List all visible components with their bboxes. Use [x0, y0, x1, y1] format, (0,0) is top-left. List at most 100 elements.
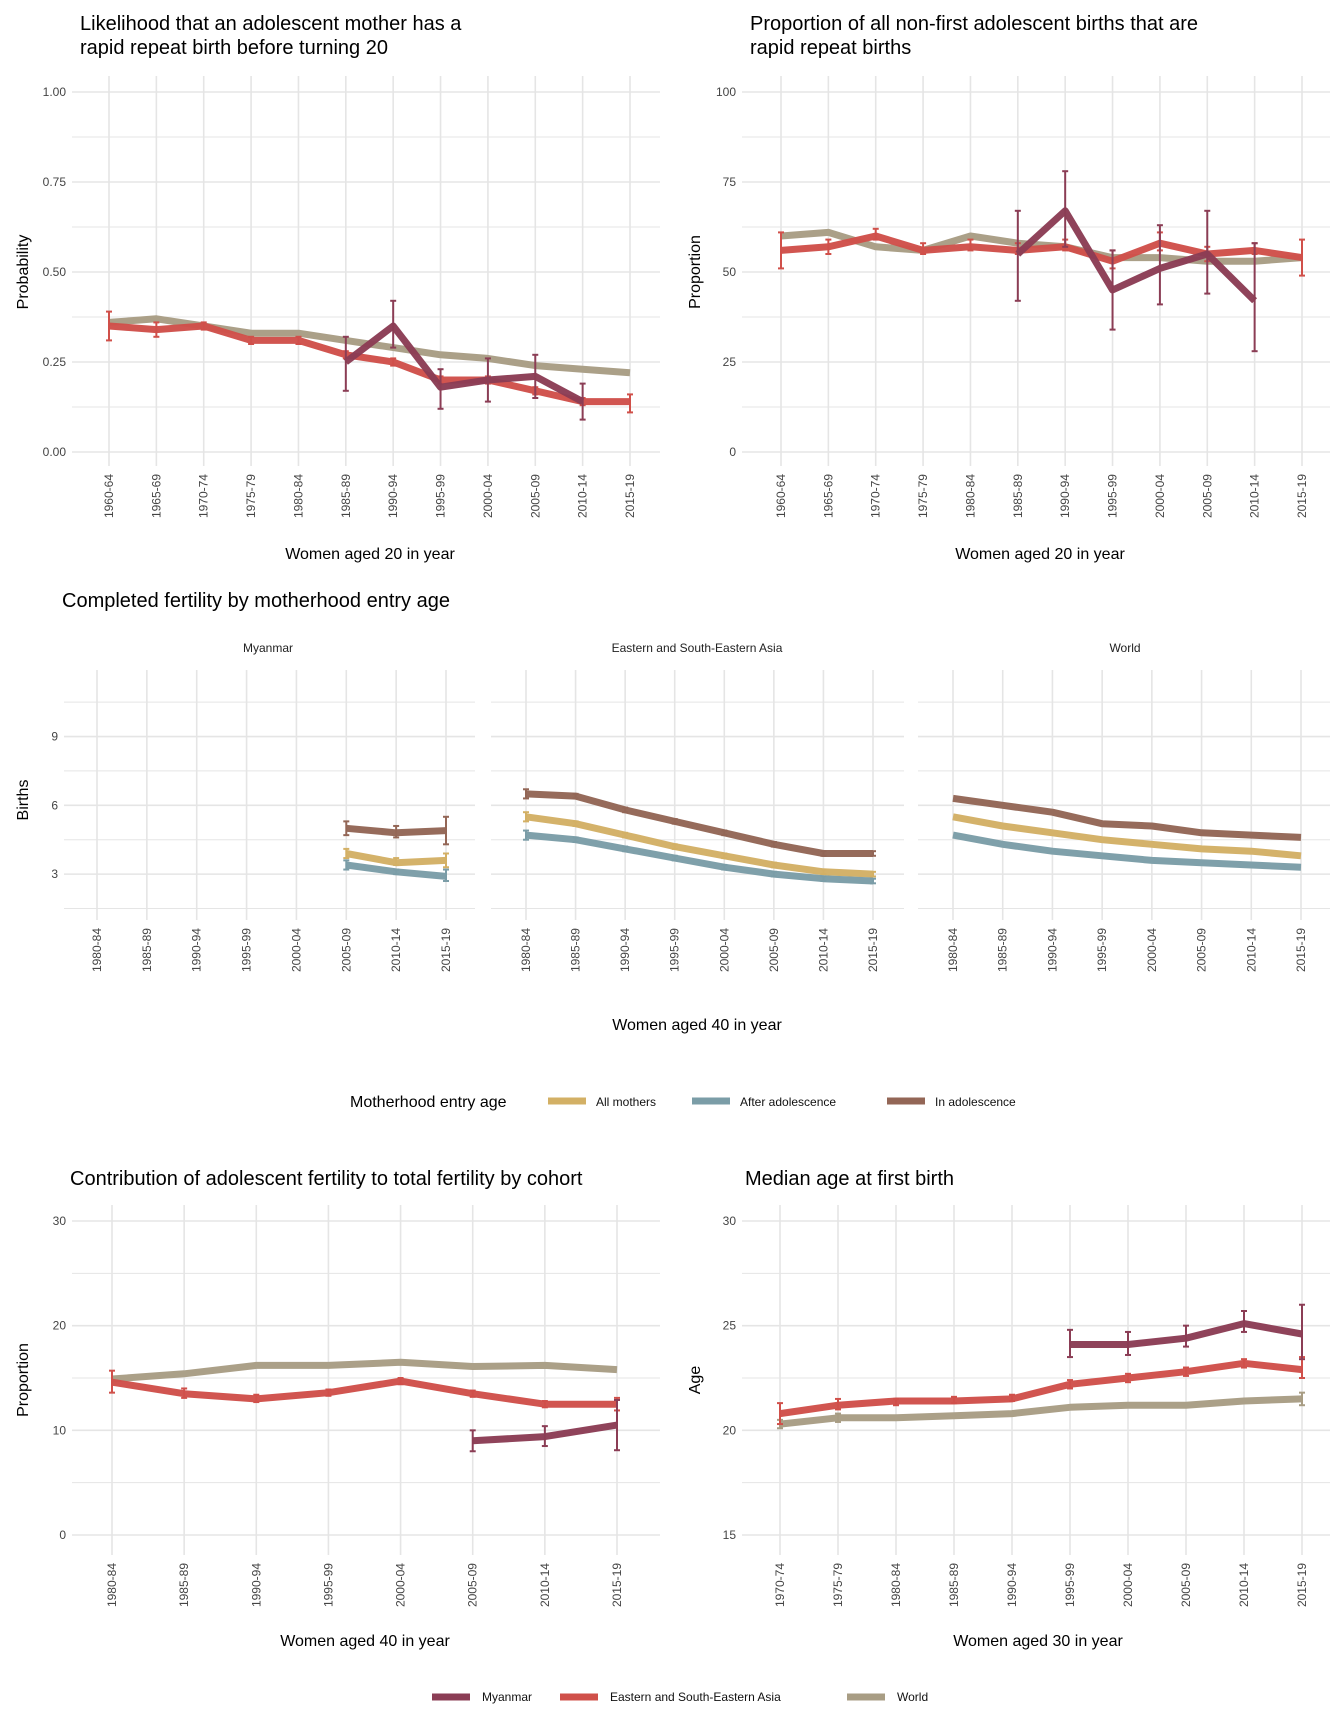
x-tick-label: 1985-89	[947, 1563, 961, 1607]
x-tick-label: 1980-84	[889, 1563, 903, 1607]
series-after_adolescence	[952, 831, 1302, 871]
facet-2: 1980-84 1985-89 1990-94 1995-99 2000-04 2005-…	[918, 670, 1330, 972]
x-tick-label: 1985-89	[569, 928, 583, 972]
x-tick-label: 2010-14	[816, 928, 830, 972]
x-tick-label: 2005-09	[1179, 1563, 1193, 1607]
y-axis-title: Proportion	[687, 235, 704, 309]
x-tick-label: 2005-09	[1200, 474, 1214, 518]
legend-label: Myanmar	[482, 1690, 532, 1704]
x-tick-label: 1965-69	[149, 474, 163, 518]
x-tick-label: 2015-19	[1295, 474, 1309, 518]
x-tick-label: 1990-94	[190, 928, 204, 972]
panel-median-age-first-birth: 15 20 25 30 1970-74 1975-79 1980-84 1985-89 1990…	[723, 1205, 1330, 1607]
x-tick-label: 1990-94	[618, 928, 632, 972]
series-line-in_adolescence	[525, 790, 873, 857]
legend-label: In adolescence	[935, 1095, 1016, 1109]
series-in_adolescence	[523, 788, 876, 857]
series-myanmar	[1014, 170, 1258, 353]
legend-label: All mothers	[596, 1095, 656, 1109]
x-tick-label: 1990-94	[386, 474, 400, 518]
x-tick-label: 2010-14	[1244, 928, 1258, 972]
series-line-region	[111, 1377, 617, 1408]
y-tick-label: 30	[53, 1214, 67, 1228]
series-in_adolescence	[952, 794, 1302, 841]
series-all_mothers	[952, 813, 1302, 860]
series-line-myanmar	[1015, 207, 1258, 304]
x-tick-label: 1975-79	[831, 1563, 845, 1607]
x-tick-label: 1970-74	[869, 474, 883, 518]
series-myanmar	[1067, 1303, 1305, 1361]
x-tick-label: 2010-14	[538, 1563, 552, 1607]
legend-motherhood-entry-age: Motherhood entry age All mothers After ado…	[350, 1094, 1016, 1111]
series-line-world	[111, 1358, 618, 1383]
x-tick-label: 1995-99	[1063, 1563, 1077, 1607]
x-tick-label: 1995-99	[1106, 474, 1120, 518]
series-line-in_adolescence	[952, 794, 1302, 841]
series-world	[777, 1391, 1305, 1430]
panel-rapid-repeat-likelihood: 0.00 0.25 0.50 0.75 1.00 1960-64 1965-69 1970-7…	[43, 76, 660, 518]
y-tick-label: 0.75	[43, 175, 67, 189]
series-myanmar	[342, 299, 586, 421]
chart-title: rapid repeat birth before turning 20	[80, 37, 388, 59]
series-line-world	[779, 1395, 1303, 1428]
x-tick-label: 1960-64	[774, 474, 788, 518]
x-tick-label: 1970-74	[773, 1563, 787, 1607]
legend-geography: Myanmar Eastern and South-Eastern Asia Wor…	[432, 1690, 928, 1704]
x-tick-label: 1980-84	[90, 928, 104, 972]
facet-strip-label: Myanmar	[243, 641, 293, 655]
y-tick-label: 75	[723, 175, 737, 189]
x-tick-label: 2000-04	[1121, 1563, 1135, 1607]
facet-strip-label: World	[1109, 641, 1140, 655]
y-tick-label: 0.25	[43, 355, 67, 369]
x-tick-label: 1965-69	[821, 474, 835, 518]
x-tick-label: 1990-94	[1045, 928, 1059, 972]
x-tick-label: 2000-04	[1145, 928, 1159, 972]
y-tick-label: 10	[53, 1423, 67, 1437]
y-tick-label: 0.50	[43, 265, 67, 279]
x-tick-label: 2010-14	[1237, 1563, 1251, 1607]
series-world	[111, 1358, 618, 1383]
x-tick-label: 2000-04	[717, 928, 731, 972]
y-tick-label: 3	[51, 867, 58, 881]
facet-0: 3 6 9 1980-84 1985-89 1990-94 1995-99 2000-04 20…	[51, 670, 475, 972]
series-line-region	[780, 232, 1303, 265]
series-line-region	[108, 322, 630, 406]
chart-title: Contribution of adolescent fertility to …	[70, 1168, 583, 1190]
x-tick-label: 1990-94	[1005, 1563, 1019, 1607]
x-tick-label: 2010-14	[389, 928, 403, 972]
x-tick-label: 1985-89	[1011, 474, 1025, 518]
x-tick-label: 1985-89	[177, 1563, 191, 1607]
x-axis-title: Women aged 40 in year	[280, 1633, 450, 1650]
y-tick-label: 6	[51, 798, 58, 812]
x-tick-label: 1990-94	[1058, 474, 1072, 518]
legend-label: After adolescence	[740, 1095, 836, 1109]
x-tick-label: 1985-89	[339, 474, 353, 518]
y-axis-title: Proportion	[15, 1343, 32, 1417]
panel-adolescent-contribution: 0 10 20 30 1980-84 1985-89 1990-94 1995-99 2000-…	[53, 1205, 660, 1607]
x-tick-label: 1995-99	[668, 928, 682, 972]
y-tick-label: 20	[53, 1319, 67, 1333]
x-tick-label: 1975-79	[916, 474, 930, 518]
y-tick-label: 1.00	[43, 85, 67, 99]
x-axis-title: Women aged 30 in year	[953, 1633, 1123, 1650]
x-tick-label: 1980-84	[291, 474, 305, 518]
series-after_adolescence	[523, 829, 876, 885]
x-axis-title: Women aged 20 in year	[955, 546, 1125, 563]
x-tick-label: 2015-19	[1295, 1563, 1309, 1607]
y-tick-label: 30	[723, 1214, 737, 1228]
x-tick-label: 2000-04	[1153, 474, 1167, 518]
x-axis-title: Women aged 20 in year	[285, 546, 455, 563]
x-tick-label: 1980-84	[105, 1563, 119, 1607]
y-axis-title: Probability	[15, 235, 32, 310]
series-in_adolescence	[343, 815, 449, 846]
y-tick-label: 25	[723, 1319, 737, 1333]
y-tick-label: 100	[716, 85, 736, 99]
x-tick-label: 2005-09	[767, 928, 781, 972]
x-tick-label: 2010-14	[576, 474, 590, 518]
facet-1: 1980-84 1985-89 1990-94 1995-99 2000-04 2005-…	[491, 670, 904, 972]
x-tick-label: 1995-99	[240, 928, 254, 972]
y-tick-label: 50	[723, 265, 737, 279]
x-tick-label: 2005-09	[1195, 928, 1209, 972]
series-myanmar	[469, 1398, 620, 1453]
